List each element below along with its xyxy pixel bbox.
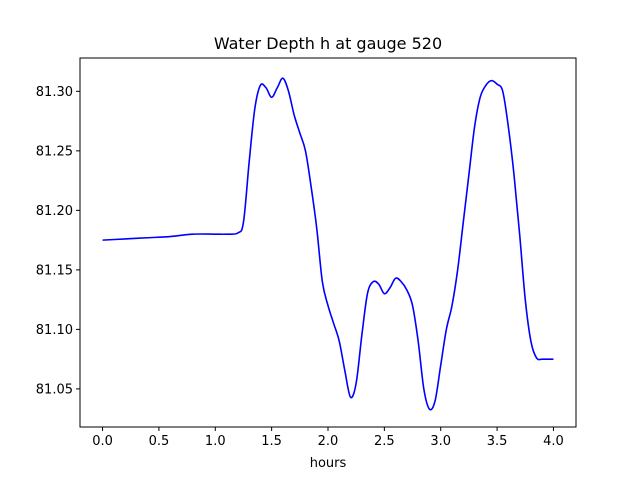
x-axis-title: hours: [310, 456, 347, 471]
x-tick-label: 1.5: [261, 434, 282, 449]
y-tick-label: 81.30: [36, 85, 73, 100]
x-tick-label: 0.0: [92, 434, 113, 449]
plot-area: [80, 58, 576, 427]
x-tick-label: 2.5: [374, 434, 395, 449]
x-tick-label: 3.0: [430, 434, 451, 449]
series-line-0: [102, 77, 554, 411]
chart-title: Water Depth h at gauge 520: [214, 34, 442, 53]
y-axis: 81.05 81.10 81.15 81.20 81.25 81.30: [36, 85, 80, 397]
y-tick-label: 81.10: [36, 323, 73, 338]
x-tick-label: 2.0: [318, 434, 339, 449]
y-tick-label: 81.05: [36, 382, 73, 397]
y-tick-label: 81.25: [36, 144, 73, 159]
y-tick-label: 81.20: [36, 204, 73, 219]
x-tick-label: 4.0: [543, 434, 564, 449]
x-axis: 0.0 0.5 1.0 1.5 2.0 2.5 3.0 3.5 4.0: [92, 427, 564, 449]
x-tick-label: 1.0: [205, 434, 226, 449]
series-layer: [102, 77, 554, 411]
y-tick-label: 81.15: [36, 263, 73, 278]
x-tick-label: 0.5: [149, 434, 170, 449]
x-tick-label: 3.5: [487, 434, 508, 449]
